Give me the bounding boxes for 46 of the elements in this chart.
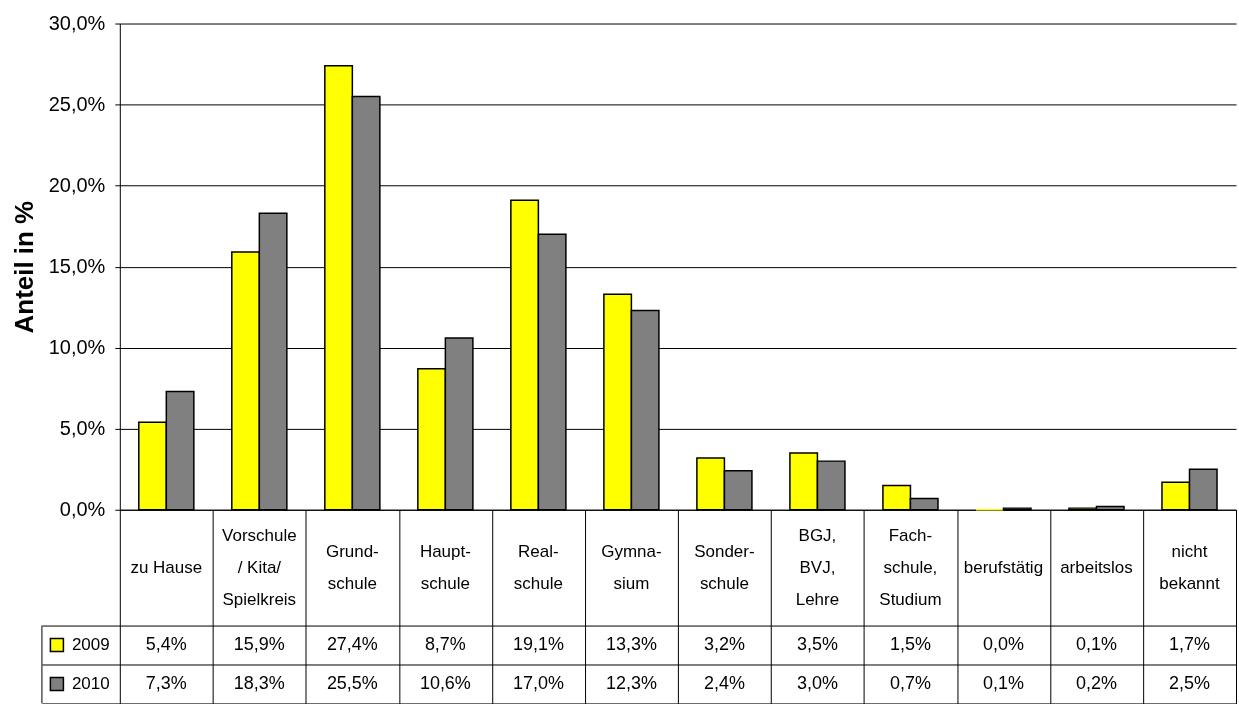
data-label: 3,5% [796, 634, 838, 655]
data-label: 0,0% [982, 634, 1024, 655]
x-tick-label: Vorschule / Kita/ Spielkreis [222, 525, 297, 609]
data-label: 0,1% [982, 672, 1024, 693]
data-label: 17,0% [512, 672, 564, 693]
data-label: 3,2% [703, 634, 745, 655]
y-tick-label: 25,0% [48, 93, 106, 116]
data-label: 5,4% [145, 634, 187, 655]
x-tick-label: berufstätig [963, 557, 1044, 577]
y-tick-label: 15,0% [48, 255, 106, 278]
data-label: 10,6% [419, 672, 471, 693]
x-tick-label: nicht bekannt [1159, 541, 1220, 593]
data-label: 8,7% [424, 634, 466, 655]
y-axis-title: Anteil in % [9, 200, 38, 334]
data-label: 7,3% [145, 672, 187, 693]
x-tick-label: Haupt- schule [419, 541, 471, 593]
data-label: 12,3% [605, 672, 657, 693]
data-label: 2,4% [703, 672, 745, 693]
y-tick-label: 30,0% [48, 12, 106, 35]
data-label: 0,7% [889, 672, 931, 693]
data-label: 0,2% [1076, 672, 1117, 693]
legend-label: 2010 [71, 673, 110, 693]
data-label: 18,3% [233, 672, 285, 693]
data-label: 0,1% [1076, 634, 1117, 655]
y-tick-label: 10,0% [48, 336, 106, 359]
x-tick-label: zu Hause [130, 557, 203, 577]
data-label: 25,5% [326, 672, 378, 693]
data-label: 2,5% [1169, 672, 1210, 693]
data-label: 1,5% [889, 634, 931, 655]
x-tick-label: arbeitslos [1060, 557, 1133, 577]
x-tick-label: Sonder- schule [694, 541, 755, 593]
data-label: 13,3% [605, 634, 657, 655]
legend-label: 2009 [71, 635, 110, 655]
x-tick-label: Gymna- sium [601, 541, 662, 593]
y-tick-label: 0,0% [59, 498, 106, 521]
x-tick-label: Real- schule [513, 541, 563, 593]
data-label: 27,4% [326, 634, 378, 655]
data-label: 3,0% [796, 672, 838, 693]
data-label: 1,7% [1169, 634, 1210, 655]
x-tick-label: BGJ, BVJ, Lehre [795, 525, 840, 609]
y-tick-label: 5,0% [59, 417, 106, 440]
x-tick-label: Fach- schule, Studium [879, 525, 942, 609]
data-label: 15,9% [233, 634, 285, 655]
data-label: 19,1% [512, 634, 564, 655]
x-tick-label: Grund- schule [325, 541, 379, 593]
y-tick-label: 20,0% [48, 174, 106, 197]
